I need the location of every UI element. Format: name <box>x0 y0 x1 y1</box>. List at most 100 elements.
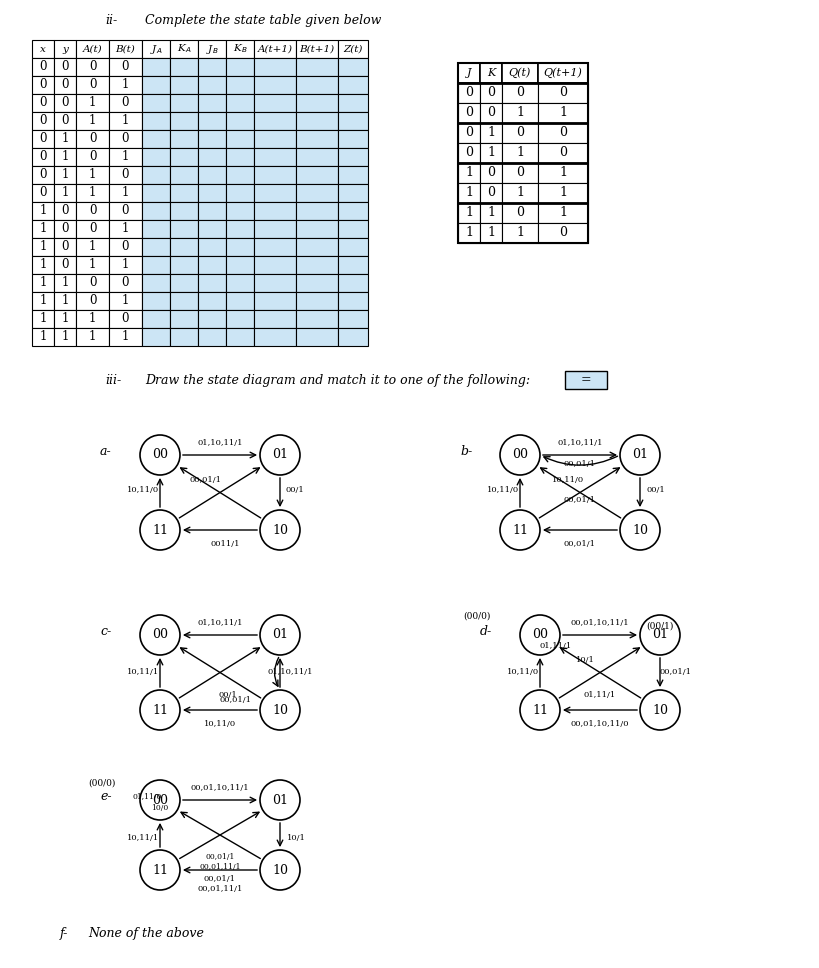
Bar <box>76 184 109 202</box>
Bar <box>338 58 368 76</box>
Text: 1: 1 <box>122 330 129 344</box>
Bar <box>502 123 538 143</box>
Bar <box>54 328 76 346</box>
Bar <box>254 94 296 112</box>
Text: 0: 0 <box>61 204 69 218</box>
Bar <box>109 202 142 220</box>
Bar <box>480 63 502 83</box>
Bar <box>170 184 198 202</box>
Text: None of the above: None of the above <box>88 927 204 940</box>
Bar <box>76 76 109 94</box>
Bar <box>142 58 170 76</box>
Text: 10,11/0: 10,11/0 <box>127 486 159 494</box>
Bar <box>198 40 226 58</box>
Bar <box>76 40 109 58</box>
Text: (00/0): (00/0) <box>463 612 491 621</box>
Bar <box>538 223 588 243</box>
Bar <box>109 112 142 130</box>
Bar <box>54 40 76 58</box>
Text: 00,01/1: 00,01/1 <box>564 496 596 504</box>
Text: 11: 11 <box>152 704 168 716</box>
Text: 00,01/1: 00,01/1 <box>206 853 235 861</box>
Text: =: = <box>581 374 591 386</box>
Bar <box>76 220 109 238</box>
Bar <box>170 166 198 184</box>
Text: 0: 0 <box>39 187 47 199</box>
Bar <box>502 103 538 123</box>
Text: 00: 00 <box>152 628 168 642</box>
Bar <box>32 220 54 238</box>
Text: 00: 00 <box>152 448 168 462</box>
Text: 1: 1 <box>61 133 69 145</box>
Text: 0: 0 <box>39 78 47 92</box>
Text: 00,01/1: 00,01/1 <box>660 668 692 676</box>
Text: 10/0: 10/0 <box>152 804 169 812</box>
Bar <box>170 76 198 94</box>
Bar <box>338 76 368 94</box>
Bar <box>142 256 170 274</box>
Text: 00,01,10,11/1: 00,01,10,11/1 <box>571 619 629 627</box>
Bar <box>32 274 54 292</box>
Text: 10: 10 <box>272 863 288 876</box>
Bar <box>170 238 198 256</box>
Bar <box>109 328 142 346</box>
Text: Draw the state diagram and match it to one of the following:: Draw the state diagram and match it to o… <box>145 374 530 387</box>
Bar <box>296 238 338 256</box>
Text: 0: 0 <box>61 223 69 235</box>
Bar <box>226 148 254 166</box>
Bar <box>254 112 296 130</box>
Bar <box>198 202 226 220</box>
Text: 0: 0 <box>39 97 47 109</box>
Text: 01,10,11/1: 01,10,11/1 <box>557 439 603 447</box>
Bar <box>198 292 226 310</box>
Text: 00,01,10,11/0: 00,01,10,11/0 <box>571 720 629 728</box>
Text: 1: 1 <box>61 150 69 164</box>
Text: 0: 0 <box>122 240 129 254</box>
Bar <box>198 184 226 202</box>
Bar <box>76 292 109 310</box>
Text: 0: 0 <box>88 150 97 164</box>
Bar <box>480 203 502 223</box>
Text: 0: 0 <box>465 146 473 160</box>
Text: 00,01/1: 00,01/1 <box>564 460 596 468</box>
Bar <box>32 292 54 310</box>
Bar <box>226 238 254 256</box>
Text: 00: 00 <box>532 628 548 642</box>
Bar <box>76 310 109 328</box>
Text: 1: 1 <box>61 330 69 344</box>
Text: 1: 1 <box>39 258 47 271</box>
Bar <box>54 94 76 112</box>
Bar <box>538 103 588 123</box>
Bar <box>76 274 109 292</box>
Text: 10/1: 10/1 <box>287 834 305 842</box>
Text: 10,11/0: 10,11/0 <box>507 668 539 676</box>
Bar <box>54 130 76 148</box>
Bar <box>226 58 254 76</box>
Bar <box>76 130 109 148</box>
Text: 1: 1 <box>559 166 567 179</box>
Bar <box>109 76 142 94</box>
Text: 1: 1 <box>465 166 473 179</box>
Bar <box>170 130 198 148</box>
Bar <box>198 256 226 274</box>
Bar <box>32 184 54 202</box>
Bar <box>198 94 226 112</box>
Text: 00,01/1: 00,01/1 <box>219 696 251 704</box>
Bar <box>254 238 296 256</box>
Bar <box>338 238 368 256</box>
Bar <box>54 238 76 256</box>
Bar <box>142 166 170 184</box>
Bar <box>54 256 76 274</box>
Text: K$_B$: K$_B$ <box>233 43 247 55</box>
Text: 1: 1 <box>39 223 47 235</box>
Text: c-: c- <box>100 625 111 638</box>
Text: 0: 0 <box>88 133 97 145</box>
Bar <box>142 40 170 58</box>
Bar <box>226 274 254 292</box>
Text: 1: 1 <box>61 277 69 289</box>
Bar <box>458 63 588 243</box>
Bar <box>502 83 538 103</box>
Bar <box>170 328 198 346</box>
Bar <box>32 148 54 166</box>
Bar <box>109 256 142 274</box>
